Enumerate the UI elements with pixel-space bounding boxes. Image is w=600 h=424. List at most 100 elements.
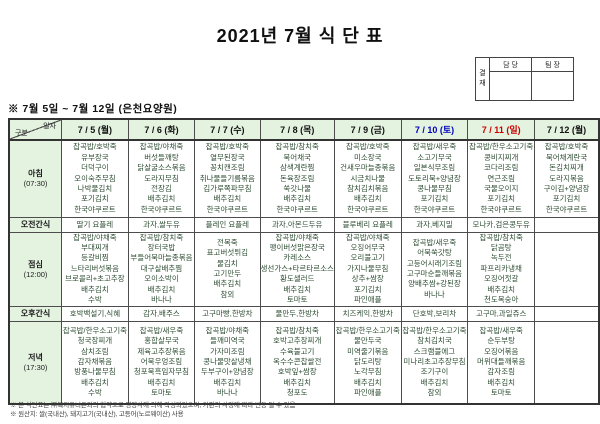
menu-item: 잡곡밥/참치죽	[479, 232, 523, 242]
menu-item: 조기구이	[420, 367, 449, 377]
menu-cell: 잡곡밥/야채죽 버섯들깨탕 닭살굴소스볶음 도라지무침 전장김 배추김치 한국야쿠르트	[127, 139, 196, 218]
menu-item: 콩비지찌개	[483, 152, 519, 162]
menu-item: 콩나물맛살냉채	[203, 357, 252, 367]
approval-col-damdang: 담 당	[489, 57, 532, 72]
meal-row-label: 저녁 (17:30)	[8, 320, 63, 405]
menu-cell: 잡곡밥/참치죽 닭곰탕 녹두전 파프리카냉채 오징어젓갈 배추김치 천도복숭아	[467, 231, 536, 307]
date-header-cell: 7 / 10 (토)	[400, 118, 469, 141]
snack-cell: 과자,베지밀	[400, 216, 469, 233]
snack-cell: 치즈케익,한방차	[333, 305, 402, 322]
snack-cell: 딸기 요플레	[61, 216, 129, 233]
menu-cell: 잡곡밥/호박죽 열무된장국 꽁치캔조림 취나물들기름볶음 김가루쪽파무침 배추김치 한국야쿠…	[194, 139, 261, 218]
meal-row-label: 오전간식	[8, 216, 63, 233]
menu-cell: 잡곡밥/한우소고기죽 콩비지찌개 코다리조림 연근조림 국물오이지 포기김치 한국야쿠르트	[467, 139, 536, 218]
corner-cell: 일자 구분	[8, 118, 63, 141]
menu-cell	[534, 231, 600, 307]
menu-item: 생선가스+타르타르소스	[260, 263, 334, 273]
menu-item: 청포묵흑임자무침	[133, 367, 190, 377]
menu-item: 호박고추장찌개	[273, 336, 322, 346]
footnote: ※ 원산지: 쌀(국내산), 돼지고기(국내산), 고등어(노르웨이산) 사용	[10, 411, 184, 418]
menu-item: 장터국밥	[147, 242, 176, 252]
menu-item: 포기김치	[81, 194, 109, 204]
menu-cell: 잡곡밥/야채죽 부대찌개 등갈비찜 느타리버섯볶음 브로콜리+초고추장 배추김치 수박	[61, 231, 129, 307]
menu-item: 코다리조림	[483, 163, 519, 173]
menu-item: 잡곡밥/호박죽	[205, 142, 250, 152]
menu-item: 한국야쿠르트	[74, 204, 116, 214]
menu-item: 오징어무국	[350, 242, 386, 252]
menu-item: 전장김	[151, 183, 172, 193]
approval-stamp-label: 결 재	[475, 57, 490, 101]
menu-item: 스크램블에그	[413, 346, 456, 356]
menu-cell	[534, 320, 600, 405]
menu-item: 잡곡밥/새우죽	[412, 237, 457, 247]
menu-item: 구이김+양념장	[543, 183, 590, 193]
menu-item: 미나리초고추장무침	[403, 357, 466, 367]
menu-item: 도토리묵+양념장	[408, 173, 461, 183]
menu-item: 파인애플	[353, 295, 382, 305]
menu-item: 전복죽	[216, 237, 238, 247]
menu-item: 배추김치	[81, 284, 109, 294]
menu-item: 잡곡밥/야채죽	[275, 232, 319, 242]
menu-item: 브로콜리+초고추장	[65, 274, 125, 284]
menu-item: 바나나	[151, 295, 172, 305]
menu-item: 황도샐러드	[279, 274, 315, 284]
menu-item: 잡곡밥/호박죽	[346, 142, 390, 152]
menu-item: 삼색계란찜	[279, 163, 315, 173]
menu-item: 유부장국	[81, 152, 109, 162]
menu-item: 돈육장조림	[279, 173, 315, 183]
approval-col-timjang: 팀 장	[531, 57, 574, 72]
menu-item: 북어채국	[283, 152, 312, 162]
menu-cell: 전복죽 표고버섯튀김 물김치 고기만두 배추김치 참외	[194, 231, 261, 307]
menu-item: 바나나	[216, 388, 238, 398]
meal-plan-table: 일자 구분 7 / 5 (월) 7 / 6 (화) 7 / 7 (수) 7 / 8 (목)…	[8, 118, 600, 405]
menu-item: 콩나물무침	[417, 183, 452, 193]
menu-item: 옥수수콘찹쌀전	[273, 357, 322, 367]
menu-cell: 잡곡밥/새우죽 어묵쑥갓탕 고등어시래기조림 고구마순들깨볶음 양배추쌈+강된장 바나나	[400, 231, 469, 307]
menu-cell: 잡곡밥/호박죽 북어채계란국 돈김치찌개 도라지볶음 구이김+양념장 포기김치 한국야쿠르트	[534, 139, 600, 218]
menu-cell: 잡곡밥/새우죽 소고기무국 일본식무조림 도토리묵+양념장 콩나물무침 포기김치 한국야쿠르…	[400, 139, 469, 218]
meal-row-label: 오후간식	[8, 305, 63, 322]
menu-item: 참치김치국	[417, 336, 452, 346]
menu-item: 어묵쑥갓탕	[417, 248, 452, 258]
meal-name: 점심	[28, 259, 43, 269]
menu-item: 감자조림	[487, 367, 515, 377]
menu-item: 미소장국	[353, 152, 382, 162]
menu-item: 한국야쿠르트	[206, 204, 249, 214]
menu-item: 양배추쌈+강된장	[408, 279, 461, 289]
menu-item: 부대찌개	[81, 242, 109, 252]
snack-cell: 과자,쌀두유	[127, 216, 196, 233]
approval-sign-cell-damdang	[489, 71, 532, 101]
approval-sign-cell-timjang	[531, 71, 574, 101]
menu-item: 천도복숭아	[483, 295, 519, 305]
menu-item: 제육고추장볶음	[137, 346, 186, 356]
menu-item: 수박	[88, 295, 102, 305]
menu-item: 어묵우엉조림	[140, 357, 183, 367]
date-header-cell: 7 / 9 (금)	[333, 118, 402, 141]
menu-item: 배추김치	[487, 284, 515, 294]
menu-item: 건새우마늘종볶음	[340, 163, 396, 173]
snack-cell: 호박백설기,식혜	[61, 305, 129, 322]
menu-item: 도라지무침	[144, 173, 179, 183]
menu-item: 오징어젓갈	[483, 274, 519, 284]
approval-table: 결 재 담 당 팀 장	[475, 57, 574, 101]
meal-name: 아침	[28, 169, 43, 179]
menu-item: 부들어묵마늘종볶음	[130, 253, 193, 263]
menu-item: 고등어시래기조림	[406, 258, 463, 268]
menu-item: 물김치	[216, 258, 238, 268]
menu-item: 배추김치	[147, 194, 176, 204]
date-header-cell: 7 / 7 (수)	[194, 118, 261, 141]
date-header-cell: 7 / 6 (화)	[127, 118, 196, 141]
menu-item: 토마토	[151, 388, 172, 398]
menu-item: 북어채계란국	[545, 152, 588, 162]
menu-item: 오이숙주무침	[74, 173, 116, 183]
menu-item: 시금치나물	[350, 173, 386, 183]
menu-item: 잡곡밥/참치죽	[139, 232, 184, 242]
menu-item: 상추+쌈장	[351, 274, 384, 284]
menu-item: 잡곡밥/한우소고기죽	[469, 142, 534, 152]
menu-item: 잡곡밥/한우소고기죽	[62, 325, 128, 335]
menu-item: 참외	[220, 289, 235, 299]
meal-name: 저녁	[28, 352, 43, 362]
menu-item: 한국야쿠르트	[347, 204, 389, 214]
snack-cell: 고구마빵,한방차	[194, 305, 261, 322]
menu-item: 바나나	[424, 289, 445, 299]
